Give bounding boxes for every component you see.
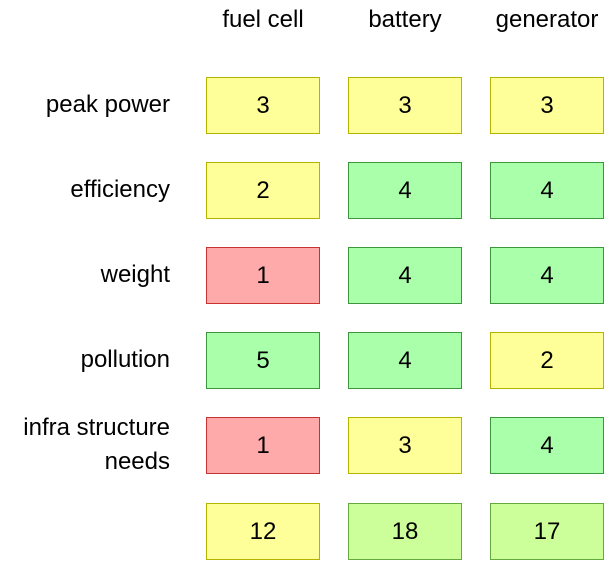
score-cell: 3 [348, 417, 462, 474]
column-header: battery [368, 6, 442, 33]
score-cell: 3 [206, 77, 320, 134]
total-cell: 17 [490, 503, 604, 560]
score-cell: 4 [348, 162, 462, 219]
score-cell: 1 [206, 417, 320, 474]
row-label: peak power [45, 91, 170, 118]
row-label: pollution [80, 346, 170, 373]
score-cell: 3 [490, 77, 604, 134]
score-cell: 4 [490, 162, 604, 219]
row-label: weight [100, 261, 170, 288]
score-cell: 4 [490, 417, 604, 474]
row-label: efficiency [70, 176, 170, 203]
score-cell: 2 [206, 162, 320, 219]
total-cell: 12 [206, 503, 320, 560]
score-cell: 2 [490, 332, 604, 389]
score-cell: 4 [490, 247, 604, 304]
score-cell: 4 [348, 332, 462, 389]
row-label: infra structure needs [23, 414, 170, 475]
column-header: generator [495, 6, 599, 33]
score-cell: 4 [348, 247, 462, 304]
score-cell: 1 [206, 247, 320, 304]
score-cell: 3 [348, 77, 462, 134]
total-cell: 18 [348, 503, 462, 560]
column-header: fuel cell [222, 6, 304, 33]
score-cell: 5 [206, 332, 320, 389]
